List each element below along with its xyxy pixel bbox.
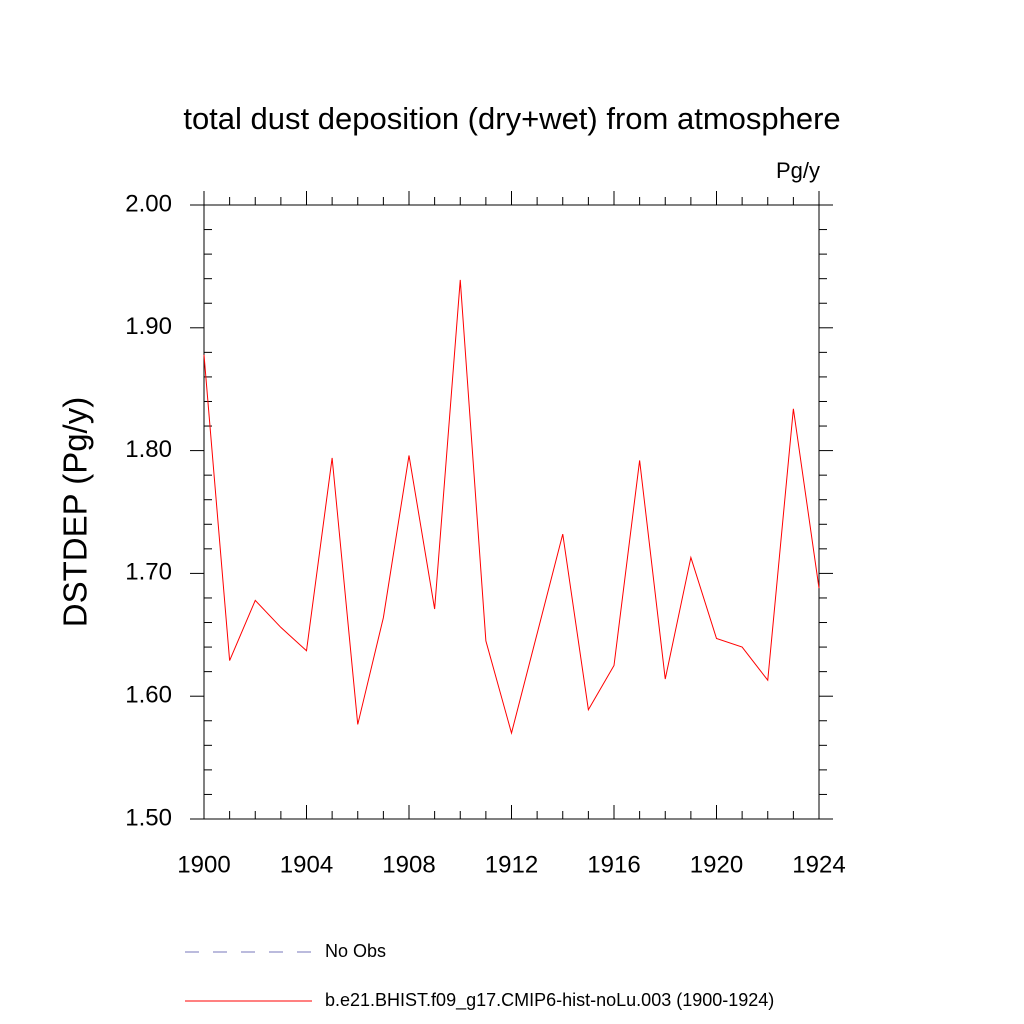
legend-label: b.e21.BHIST.f09_g17.CMIP6-hist-noLu.003 … bbox=[325, 990, 774, 1011]
units-label: Pg/y bbox=[776, 158, 820, 183]
legend-label: No Obs bbox=[325, 941, 386, 961]
y-tick-label: 2.00 bbox=[125, 190, 172, 217]
x-tick-label: 1904 bbox=[280, 851, 333, 878]
y-tick-label: 1.60 bbox=[125, 682, 172, 709]
chart-title: total dust deposition (dry+wet) from atm… bbox=[183, 101, 840, 136]
x-tick-label: 1900 bbox=[177, 851, 230, 878]
x-tick-label: 1924 bbox=[792, 851, 845, 878]
x-tick-label: 1920 bbox=[690, 851, 743, 878]
y-tick-label: 1.70 bbox=[125, 559, 172, 586]
y-tick-label: 1.80 bbox=[125, 436, 172, 463]
x-tick-label: 1912 bbox=[485, 851, 538, 878]
line-series bbox=[203, 279, 820, 735]
y-tick-label: 1.90 bbox=[125, 313, 172, 340]
y-axis-label: DSTDEP (Pg/y) bbox=[57, 397, 94, 627]
x-tick-label: 1916 bbox=[587, 851, 640, 878]
x-tick-label: 1908 bbox=[382, 851, 435, 878]
y-tick-label: 1.50 bbox=[125, 804, 172, 831]
